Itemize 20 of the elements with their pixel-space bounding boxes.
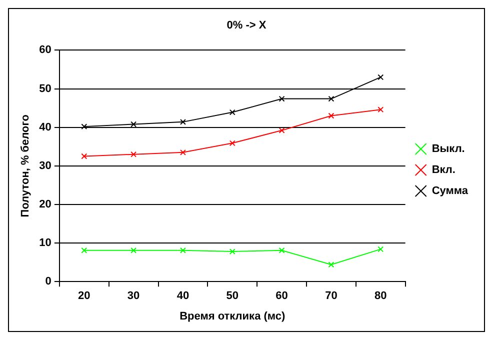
y-tick-label: 10 [39,237,52,250]
y-tick-label: 50 [39,82,52,95]
x-tick-label: 60 [276,290,288,302]
x-tick-label: 40 [176,290,190,302]
legend-label: Сумма [432,185,469,198]
x-tick-label: 80 [374,290,387,302]
y-tick-label: 30 [39,160,52,172]
x-tick-label: 70 [325,290,338,302]
chart-title: 0% -> X [226,20,267,32]
legend-label: Вкл. [432,164,456,176]
y-tick-label: 40 [39,121,52,134]
legend-label: Выкл. [432,143,465,156]
x-tick-label: 20 [78,290,90,302]
x-tick-label: 50 [226,290,239,302]
y-axis-title: Полутон, % белого [20,114,32,218]
x-tick-label: 30 [127,290,140,302]
y-tick-label: 60 [39,44,52,56]
x-axis-title: Время отклика (мс) [180,310,286,322]
y-tick-label: 20 [39,198,52,210]
y-tick-label: 0 [45,276,52,288]
